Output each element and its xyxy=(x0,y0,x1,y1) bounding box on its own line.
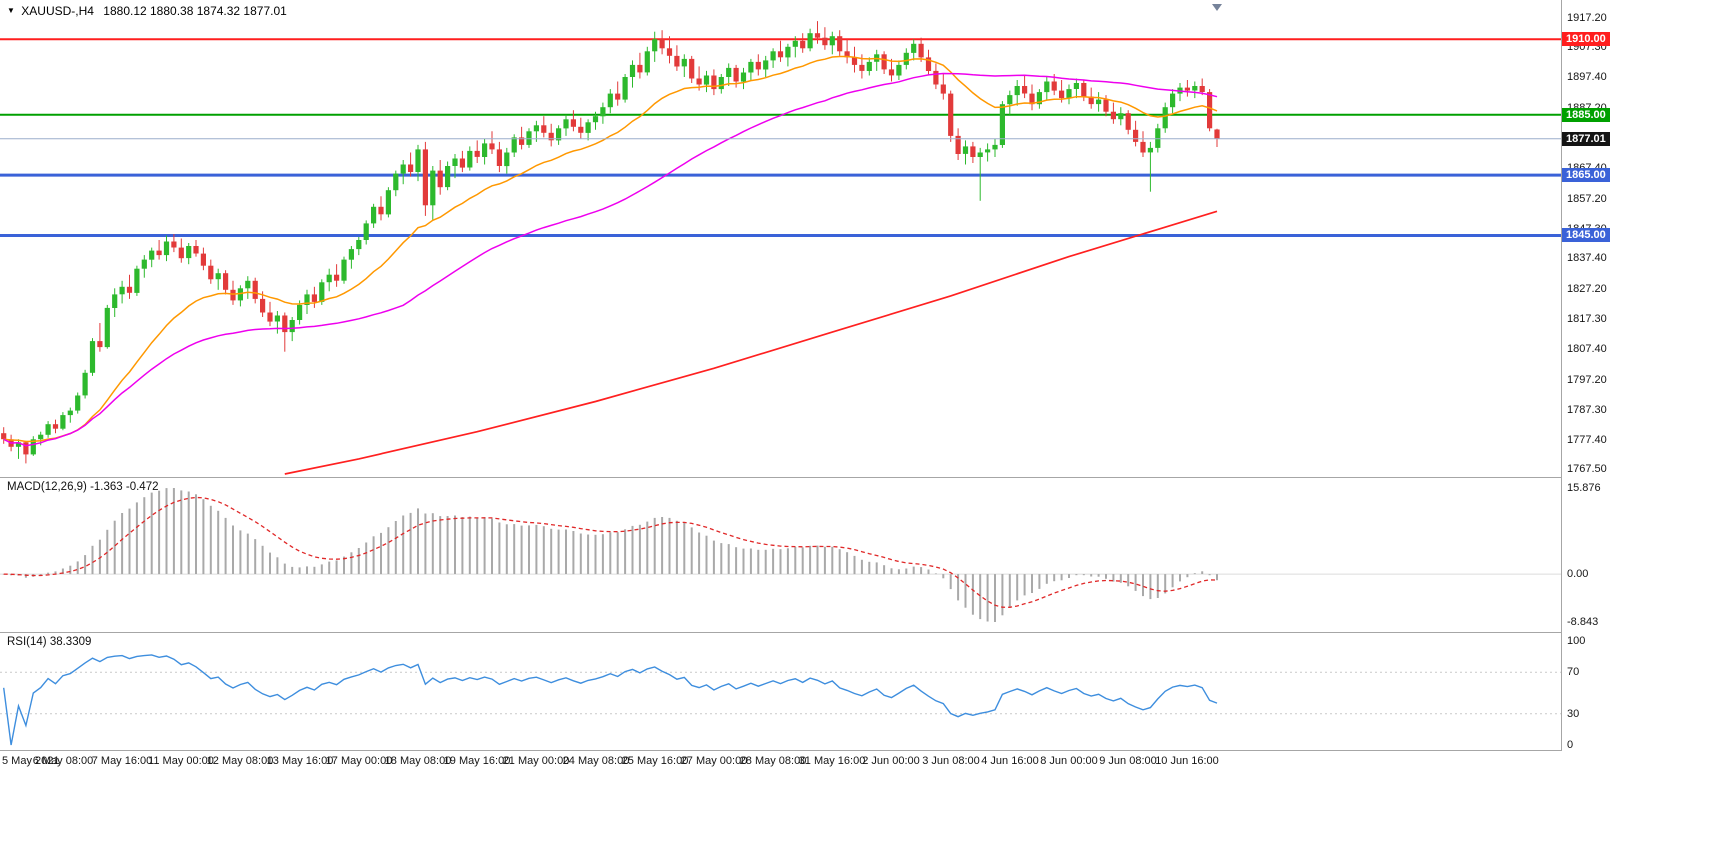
ma-mid-line[interactable] xyxy=(3,72,1218,447)
price-line-tag-1910.00: 1910.00 xyxy=(1562,32,1610,47)
time-axis-label: 27 May 00:00 xyxy=(680,755,748,767)
time-axis-label: 24 May 08:00 xyxy=(562,755,630,767)
time-axis-label: 19 May 16:00 xyxy=(443,755,511,767)
ma-slow-line[interactable] xyxy=(284,210,1218,475)
price-axis-label: 1817.30 xyxy=(1567,313,1607,326)
time-axis-label: 25 May 16:00 xyxy=(621,755,689,767)
time-axis-label: 12 May 08:00 xyxy=(206,755,274,767)
time-axis-label: 31 May 16:00 xyxy=(798,755,866,767)
time-axis-label: 2 Jun 00:00 xyxy=(862,755,920,767)
time-axis-label: 28 May 08:00 xyxy=(739,755,807,767)
symbol-marker-icon: ▼ xyxy=(7,6,15,15)
macd-signal-line xyxy=(3,496,1218,608)
macd-axis-label: -8.843 xyxy=(1567,616,1599,628)
price-axis-label: 1897.40 xyxy=(1567,71,1607,84)
macd-canvas[interactable] xyxy=(0,478,1561,632)
rsi-axis-label: 70 xyxy=(1567,666,1580,679)
price-axis-label: 1827.20 xyxy=(1567,283,1607,296)
price-chart-canvas[interactable] xyxy=(0,0,1561,477)
time-axis-label: 4 Jun 16:00 xyxy=(981,755,1039,767)
price-axis[interactable]: 1917.201907.301897.401887.201877.301867.… xyxy=(1561,0,1722,751)
price-axis-label: 1807.40 xyxy=(1567,342,1607,355)
ma-fast-line[interactable] xyxy=(3,55,1218,443)
rsi-panel-separator[interactable] xyxy=(0,632,1722,633)
price-axis-label: 1797.20 xyxy=(1567,373,1607,386)
time-axis-label: 13 May 16:00 xyxy=(266,755,334,767)
rsi-axis-label: 0 xyxy=(1567,739,1574,751)
macd-label: MACD(12,26,9) -1.363 -0.472 xyxy=(7,481,159,493)
symbol-ohlc-title: ▼ XAUUSD-,H4 1880.12 1880.38 1874.32 187… xyxy=(7,4,287,18)
time-axis-label: 8 Jun 00:00 xyxy=(1040,755,1098,767)
macd-histogram xyxy=(2,488,1218,622)
time-axis-label: 5 May 2021 xyxy=(2,755,60,767)
time-axis-label: 9 Jun 08:00 xyxy=(1099,755,1157,767)
time-axis[interactable]: 5 May 2021 6 May 08:00 7 May 16:00 11 May 0… xyxy=(0,751,1722,777)
rsi-axis-label: 30 xyxy=(1567,707,1580,720)
rsi-canvas[interactable] xyxy=(0,633,1561,750)
price-axis-label: 1777.40 xyxy=(1567,433,1607,446)
rsi-axis-label: 100 xyxy=(1567,635,1586,647)
price-axis-label: 1837.40 xyxy=(1567,252,1607,265)
chart-shift-marker[interactable] xyxy=(1212,4,1222,11)
macd-axis-label: 0.00 xyxy=(1567,568,1589,581)
time-axis-label: 10 Jun 16:00 xyxy=(1155,755,1219,767)
price-line-tag-1845.00: 1845.00 xyxy=(1562,228,1610,243)
current-price-tag: 1877.01 xyxy=(1562,131,1610,146)
time-axis-separator xyxy=(0,750,1722,751)
time-axis-label: 7 May 16:00 xyxy=(91,755,153,767)
time-axis-label: 6 May 08:00 xyxy=(32,755,94,767)
time-axis-label: 21 May 00:00 xyxy=(502,755,570,767)
symbol-period-label: XAUUSD-,H4 xyxy=(21,4,94,18)
rsi-line xyxy=(3,654,1218,746)
candles-layer xyxy=(1,21,1220,464)
price-line-tag-1865.00: 1865.00 xyxy=(1562,168,1610,183)
price-axis-label: 1767.50 xyxy=(1567,463,1607,476)
price-axis-label: 1787.30 xyxy=(1567,403,1607,416)
time-axis-label: 18 May 08:00 xyxy=(384,755,452,767)
price-axis-label: 1857.20 xyxy=(1567,192,1607,205)
macd-panel-separator[interactable] xyxy=(0,477,1722,478)
time-axis-label: 3 Jun 08:00 xyxy=(922,755,980,767)
rsi-label: RSI(14) 38.3309 xyxy=(7,636,92,648)
time-axis-label: 11 May 00:00 xyxy=(148,755,214,767)
ohlc-values: 1880.12 1880.38 1874.32 1877.01 xyxy=(103,4,287,18)
time-axis-label: 17 May 00:00 xyxy=(325,755,393,767)
macd-axis-label: 15.876 xyxy=(1567,482,1601,494)
price-line-tag-1885.00: 1885.00 xyxy=(1562,107,1610,122)
price-axis-label: 1917.20 xyxy=(1567,11,1607,24)
